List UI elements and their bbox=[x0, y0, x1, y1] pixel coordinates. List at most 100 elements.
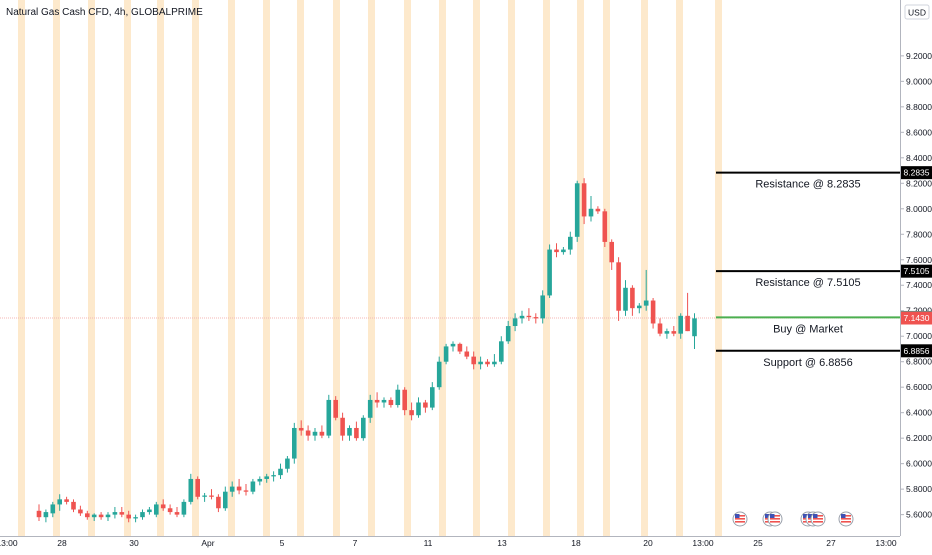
candle-body bbox=[416, 402, 421, 416]
price-badge-box bbox=[901, 166, 932, 180]
price-badge: 7.5105 bbox=[901, 264, 932, 278]
candle-body bbox=[471, 356, 476, 365]
session-band bbox=[333, 0, 340, 536]
candle-body bbox=[340, 417, 345, 436]
x-tick-label: Apr bbox=[201, 538, 214, 548]
candle-body bbox=[664, 331, 670, 334]
level-annotation: Resistance @ 8.2835 bbox=[755, 179, 860, 191]
session-band bbox=[603, 0, 610, 536]
us-flag-icon[interactable] bbox=[810, 511, 826, 527]
candle-body bbox=[167, 508, 173, 513]
candle-body bbox=[650, 300, 656, 324]
session-band bbox=[228, 0, 235, 536]
us-flag-icon[interactable] bbox=[767, 511, 783, 527]
candle-body bbox=[464, 351, 470, 357]
y-tick-label: 8.2000 bbox=[906, 178, 932, 188]
candle-body bbox=[216, 496, 221, 509]
x-tick-label: 5 bbox=[280, 538, 285, 548]
candle-body bbox=[319, 431, 325, 436]
session-bands bbox=[18, 0, 722, 536]
candle-body bbox=[64, 499, 69, 502]
price-axis[interactable]: 5.6000 5.8000 6.0000 6.2000 6.4000 6.6000 6.80… bbox=[900, 0, 932, 536]
candle-body bbox=[443, 346, 449, 362]
candle-body bbox=[229, 486, 235, 492]
candle-body bbox=[361, 417, 366, 439]
candle-body bbox=[602, 211, 608, 242]
candle-body bbox=[243, 490, 249, 492]
candle-body bbox=[643, 300, 649, 306]
candle-body bbox=[57, 499, 62, 505]
candle-body bbox=[623, 287, 628, 311]
candle-body bbox=[174, 512, 180, 515]
candle-body bbox=[478, 361, 483, 365]
y-tick-label: 7.2000 bbox=[906, 306, 932, 316]
candle-body bbox=[430, 387, 435, 408]
session-band bbox=[508, 0, 515, 536]
candle-body bbox=[36, 510, 42, 518]
y-tick-label: 6.8000 bbox=[906, 357, 932, 367]
x-tick-label: 20 bbox=[643, 538, 653, 548]
candle-body bbox=[505, 326, 511, 342]
session-band bbox=[53, 0, 60, 536]
us-flag-icon[interactable] bbox=[732, 511, 748, 527]
candle-body bbox=[436, 361, 442, 388]
level-annotation: Resistance @ 7.5105 bbox=[755, 277, 860, 289]
session-band bbox=[88, 0, 95, 536]
candle-body bbox=[133, 517, 138, 519]
y-tick-label: 6.2000 bbox=[906, 433, 932, 443]
candle-body bbox=[512, 318, 518, 327]
session-band bbox=[676, 0, 683, 536]
time-axis[interactable]: 13:00 28 30 Apr 5 7 11 13 18 20 13:00 25 27 13:00 bbox=[0, 536, 900, 549]
y-tick-label: 5.8000 bbox=[906, 484, 932, 494]
candle-body bbox=[409, 410, 414, 416]
candle-body bbox=[181, 501, 187, 515]
candle-body bbox=[533, 317, 539, 319]
candle-body bbox=[595, 208, 601, 212]
candle-body bbox=[333, 399, 338, 418]
candle-body bbox=[98, 514, 104, 518]
candle-body bbox=[85, 513, 90, 518]
candle-body bbox=[492, 361, 497, 365]
y-tick-label: 8.6000 bbox=[906, 127, 932, 137]
candle-body bbox=[326, 399, 332, 436]
y-tick-label: 6.4000 bbox=[906, 408, 932, 418]
candle-body bbox=[499, 341, 504, 362]
x-tick-label: 30 bbox=[129, 538, 139, 548]
x-tick-label: 7 bbox=[353, 538, 358, 548]
candle-body bbox=[271, 475, 276, 477]
x-tick-label: 13:00 bbox=[875, 538, 897, 548]
candle-body bbox=[657, 323, 663, 334]
candle-body bbox=[609, 241, 614, 263]
candle-body bbox=[126, 514, 131, 519]
event-markers[interactable] bbox=[732, 511, 854, 527]
currency-button[interactable]: USD bbox=[904, 4, 930, 20]
candle-body bbox=[50, 504, 56, 514]
us-flag-icon[interactable] bbox=[838, 511, 854, 527]
candle-body bbox=[195, 478, 200, 497]
price-badge: 7.1430 bbox=[901, 311, 932, 325]
candle-body bbox=[202, 495, 207, 497]
session-band bbox=[297, 0, 304, 536]
price-badge: 6.8856 bbox=[901, 344, 932, 358]
y-tick-label: 6.6000 bbox=[906, 382, 932, 392]
candle-body bbox=[630, 287, 635, 309]
candle-body bbox=[305, 430, 311, 436]
y-tick-label: 9.0000 bbox=[906, 76, 932, 86]
x-tick-label: 11 bbox=[424, 538, 433, 548]
candle-body bbox=[112, 512, 118, 515]
candle-body bbox=[540, 295, 545, 319]
candle-body bbox=[298, 427, 304, 431]
candle-body bbox=[223, 491, 228, 509]
y-tick-label: 8.8000 bbox=[906, 102, 932, 112]
session-band bbox=[641, 0, 648, 536]
price-badge-label: 8.2835 bbox=[904, 168, 930, 178]
session-band bbox=[715, 0, 722, 536]
candle-body bbox=[388, 399, 394, 406]
candle-body bbox=[526, 315, 532, 318]
candle-body bbox=[547, 249, 552, 296]
candle-body bbox=[423, 402, 428, 408]
candle-body bbox=[312, 431, 318, 436]
x-tick-label: 27 bbox=[826, 538, 836, 548]
